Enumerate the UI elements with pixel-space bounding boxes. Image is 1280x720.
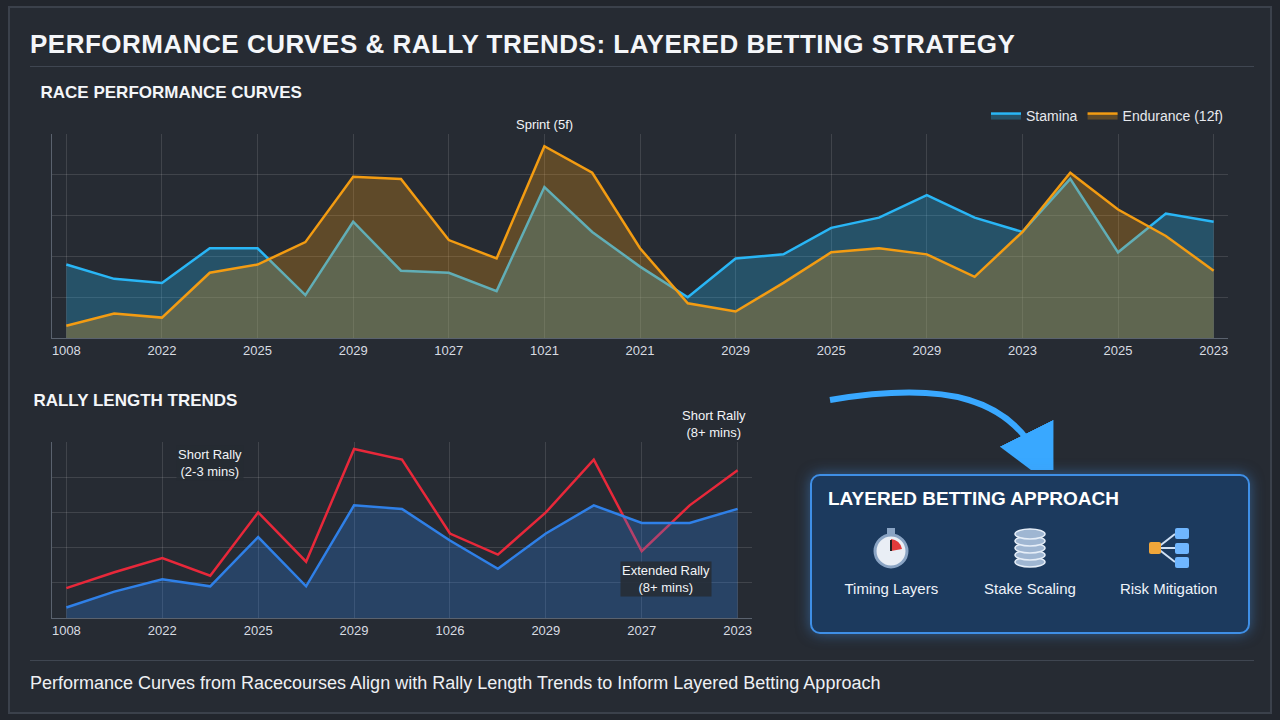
svg-text:2023: 2023 xyxy=(1008,343,1037,358)
svg-text:Short Rally(8+ mins): Short Rally(8+ mins) xyxy=(682,408,746,440)
svg-text:2025: 2025 xyxy=(1104,343,1133,358)
html-text:Stake Scaling: Stake Scaling xyxy=(984,580,1076,597)
svg-text:Sprint (5f): Sprint (5f) xyxy=(516,117,573,132)
svg-text:2029: 2029 xyxy=(721,343,750,358)
svg-text:RALLY LENGTH TRENDS: RALLY LENGTH TRENDS xyxy=(33,391,237,410)
svg-text:Stamina: Stamina xyxy=(1026,108,1078,124)
svg-text:2029: 2029 xyxy=(531,623,560,638)
svg-text:2029: 2029 xyxy=(340,623,369,638)
svg-text:2021: 2021 xyxy=(626,343,655,358)
svg-text:2023: 2023 xyxy=(723,623,752,638)
svg-text:Short Rally(2-3 mins): Short Rally(2-3 mins) xyxy=(178,447,242,479)
svg-text:1008: 1008 xyxy=(52,623,81,638)
svg-text:2025: 2025 xyxy=(243,343,272,358)
html-text:Risk Mitigation: Risk Mitigation xyxy=(1119,580,1218,597)
svg-text:2029: 2029 xyxy=(912,343,941,358)
svg-text:1026: 1026 xyxy=(435,623,464,638)
svg-text:2029: 2029 xyxy=(339,343,368,358)
svg-text:2022: 2022 xyxy=(148,623,177,638)
html-text:PERFORMANCE CURVES & RALLY TRE: PERFORMANCE CURVES & RALLY TRENDS: LAYER… xyxy=(30,28,1016,59)
html-text:Timing Layers: Timing Layers xyxy=(844,580,939,597)
html-text:LAYERED BETTING APPROACH: LAYERED BETTING APPROACH xyxy=(828,488,1119,509)
svg-text:Extended Rally(8+ mins): Extended Rally(8+ mins) xyxy=(622,563,710,595)
svg-text:1021: 1021 xyxy=(530,343,559,358)
svg-text:RACE PERFORMANCE CURVES: RACE PERFORMANCE CURVES xyxy=(41,83,302,102)
svg-text:2023: 2023 xyxy=(1199,343,1228,358)
svg-text:2022: 2022 xyxy=(147,343,176,358)
svg-text:1008: 1008 xyxy=(52,343,81,358)
svg-text:2027: 2027 xyxy=(627,623,656,638)
svg-text:2025: 2025 xyxy=(244,623,273,638)
svg-text:2025: 2025 xyxy=(817,343,846,358)
svg-text:1027: 1027 xyxy=(434,343,463,358)
html-text:Performance Curves from Raceco: Performance Curves from Racecourses Alig… xyxy=(30,672,881,693)
svg-text:Endurance (12f): Endurance (12f) xyxy=(1123,108,1223,124)
